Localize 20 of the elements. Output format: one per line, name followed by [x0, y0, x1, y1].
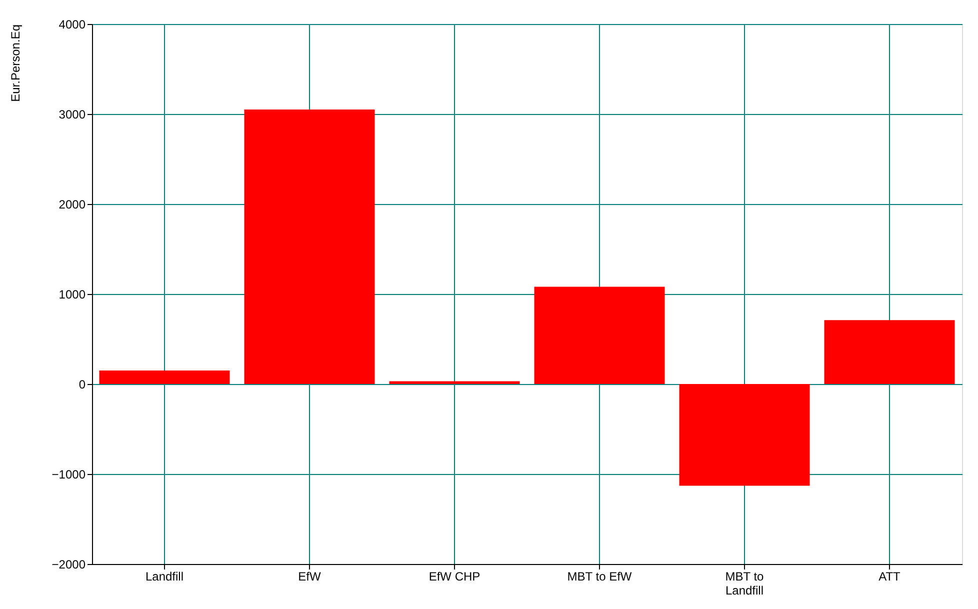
x-tick-label: ATT — [878, 570, 902, 584]
x-tick-label: Landfill — [145, 570, 184, 584]
x-tick-label: MBT to Landfill — [725, 570, 764, 598]
bar — [389, 381, 520, 384]
bar — [534, 286, 665, 384]
y-tick-label: −1000 — [52, 468, 86, 482]
y-tick-label: −2000 — [52, 558, 86, 572]
bar — [679, 384, 810, 486]
x-tick-label: EfW CHP — [428, 570, 480, 584]
y-axis-title: Eur.Person.Eq — [8, 24, 22, 102]
bar — [824, 320, 955, 384]
y-tick-label: 2000 — [58, 198, 86, 212]
y-tick-label: 1000 — [58, 288, 86, 302]
y-tick-label: 4000 — [58, 18, 86, 32]
x-tick-label: EfW — [298, 570, 322, 584]
x-tick-label: MBT to EfW — [567, 570, 632, 584]
bar — [244, 110, 375, 384]
bar — [99, 370, 230, 384]
y-tick-label: 0 — [78, 378, 86, 392]
y-tick-label: 3000 — [58, 108, 86, 122]
